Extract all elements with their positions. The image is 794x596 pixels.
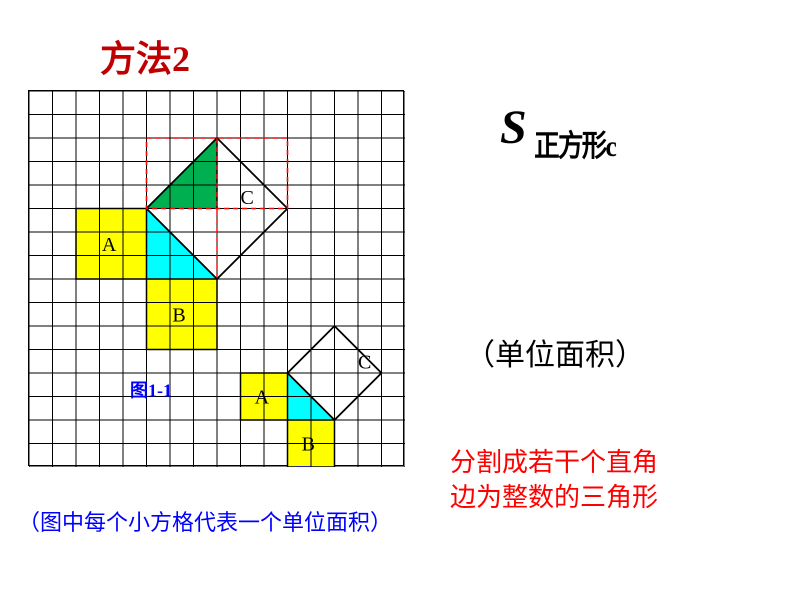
svg-text:C: C (241, 187, 254, 209)
fig2-label: 图1-2 (295, 465, 337, 467)
title: 方法2 (100, 30, 190, 82)
formula-s-square-c: S正方形c (500, 100, 622, 155)
grid-diagram: A B C A B C 图1-1 图1-2 (28, 90, 404, 466)
svg-text:A: A (102, 234, 117, 256)
svg-text:C: C (358, 351, 371, 373)
svg-text:A: A (255, 387, 270, 409)
formula-S: S (500, 101, 527, 154)
grid-caption: （图中每个小方格代表一个单位面积） (18, 505, 392, 537)
formula-subscript: 正方形c (534, 121, 615, 165)
fig1-label: 图1-1 (130, 381, 172, 401)
svg-text:B: B (172, 304, 185, 326)
split-line1: 分割成若干个直角 (450, 448, 658, 477)
unit-area-label: （单位面积） (465, 330, 645, 374)
split-description: 分割成若干个直角 边为整数的三角形 (450, 445, 658, 515)
split-line2: 边为整数的三角形 (450, 483, 658, 512)
svg-text:B: B (302, 434, 315, 456)
